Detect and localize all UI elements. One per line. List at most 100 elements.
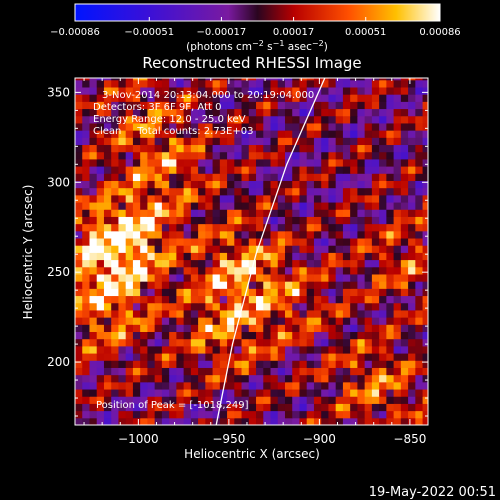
heatmap-cell: [132, 345, 141, 354]
heatmap-cell: [198, 209, 206, 217]
heatmap-cell: [118, 410, 127, 419]
heatmap-cell: [400, 238, 409, 246]
heatmap-cell: [154, 173, 163, 181]
heatmap-cell: [111, 101, 119, 110]
heatmap-cell: [132, 158, 141, 167]
heatmap-cell: [176, 338, 185, 347]
heatmap-cell: [125, 173, 134, 181]
heatmap-cell: [357, 173, 366, 181]
heatmap-cell: [292, 130, 300, 138]
heatmap-cell: [277, 86, 286, 95]
heatmap-cell: [422, 101, 428, 110]
heatmap-cell: [321, 417, 329, 425]
heatmap-cell: [386, 130, 395, 138]
heatmap-cell: [219, 309, 228, 318]
heatmap-cell: [248, 137, 257, 146]
heatmap-cell: [284, 338, 293, 347]
heatmap-cell: [306, 158, 315, 167]
colorbar-tick-label: 0.00086: [419, 27, 460, 38]
heatmap-cell: [227, 78, 235, 81]
heatmap-cell: [125, 367, 134, 376]
heatmap-cell: [125, 302, 134, 311]
heatmap-cell: [176, 360, 185, 368]
heatmap-cell: [299, 115, 308, 124]
heatmap-cell: [154, 115, 163, 124]
heatmap-cell: [256, 410, 264, 419]
heatmap-cell: [342, 273, 351, 282]
heatmap-cell: [400, 353, 409, 361]
heatmap-cell: [140, 266, 148, 275]
heatmap-cell: [292, 180, 300, 189]
heatmap-cell: [147, 245, 156, 253]
heatmap-cell: [147, 295, 156, 304]
heatmap-cell: [357, 223, 366, 232]
heatmap-cell: [371, 417, 380, 425]
heatmap-cell: [299, 266, 308, 275]
heatmap-cell: [103, 130, 112, 138]
heatmap-cell: [306, 374, 315, 383]
heatmap-cell: [299, 173, 308, 181]
heatmap-cell: [292, 115, 300, 124]
heatmap-cell: [408, 403, 416, 412]
heatmap-cell: [125, 338, 134, 347]
heatmap-cell: [306, 130, 315, 138]
heatmap-cell: [313, 389, 322, 397]
heatmap-cell: [342, 108, 351, 117]
heatmap-cell: [212, 360, 221, 368]
heatmap-cell: [234, 403, 243, 412]
heatmap-cell: [147, 288, 156, 297]
heatmap-cell: [227, 417, 235, 425]
heatmap-cell: [400, 410, 409, 419]
heatmap-cell: [89, 194, 98, 203]
heatmap-cell: [357, 122, 366, 131]
heatmap-cell: [169, 317, 177, 325]
heatmap-cell: [386, 144, 395, 153]
heatmap-cell: [132, 115, 141, 124]
heatmap-cell: [241, 367, 250, 376]
heatmap-cell: [234, 302, 243, 311]
heatmap-cell: [219, 122, 228, 131]
heatmap-cell: [140, 410, 148, 419]
heatmap-cell: [96, 259, 105, 268]
heatmap-cell: [270, 389, 279, 397]
heatmap-cell: [328, 144, 337, 153]
heatmap-cell: [198, 202, 206, 210]
heatmap-cell: [75, 403, 83, 412]
heatmap-cell: [284, 144, 293, 153]
heatmap-cell: [212, 130, 221, 138]
heatmap-cell: [415, 367, 424, 376]
heatmap-cell: [89, 410, 98, 419]
heatmap-cell: [125, 345, 134, 354]
heatmap-cell: [241, 302, 250, 311]
heatmap-cell: [118, 259, 127, 268]
heatmap-cell: [371, 317, 380, 325]
heatmap-cell: [227, 381, 235, 390]
heatmap-cell: [306, 288, 315, 297]
heatmap-cell: [103, 288, 112, 297]
heatmap-cell: [371, 302, 380, 311]
heatmap-cell: [198, 353, 206, 361]
heatmap-cell: [219, 130, 228, 138]
heatmap-cell: [364, 108, 373, 117]
heatmap-cell: [256, 381, 264, 390]
heatmap-cell: [415, 396, 424, 404]
heatmap-cell: [415, 115, 424, 124]
x-tick-label: −1000: [118, 432, 159, 446]
heatmap-cell: [169, 396, 177, 404]
heatmap-cell: [140, 166, 148, 174]
heatmap-cell: [212, 266, 221, 275]
heatmap-cell: [96, 374, 105, 383]
heatmap-cell: [154, 403, 163, 412]
heatmap-cell: [270, 410, 279, 419]
heatmap-cell: [270, 338, 279, 347]
heatmap-cell: [292, 144, 300, 153]
heatmap-cell: [190, 396, 199, 404]
heatmap-cell: [400, 266, 409, 275]
heatmap-cell: [212, 180, 221, 189]
heatmap-cell: [248, 252, 257, 261]
heatmap-cell: [96, 245, 105, 253]
heatmap-cell: [350, 360, 358, 368]
heatmap-cell: [321, 331, 329, 340]
heatmap-cell: [306, 79, 315, 88]
heatmap-cell: [415, 273, 424, 282]
